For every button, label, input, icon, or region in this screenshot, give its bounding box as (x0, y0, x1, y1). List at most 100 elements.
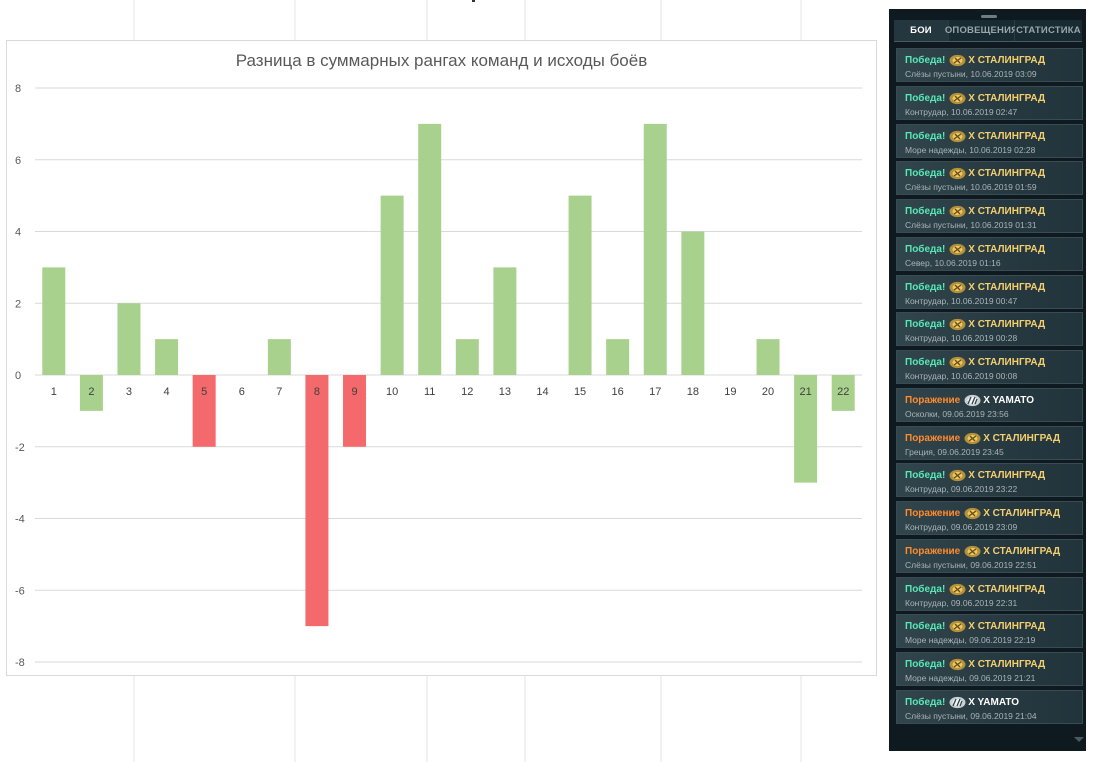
battle-result: Поражение (905, 432, 961, 444)
x-tick-label: 4 (164, 386, 170, 398)
bar (343, 375, 367, 447)
battle-row[interactable]: Поражение X СТАЛИНГРАД Слёзы пустыни, 09.0… (896, 538, 1083, 573)
battle-details: Слёзы пустыни, 10.06.2019 01:59 (905, 182, 1037, 193)
battle-history-panel: БОИ ОПОВЕЩЕНИЯ СТАТИСТИКА Победа! X СТАЛИ… (889, 9, 1086, 751)
ussr-emblem-icon (949, 356, 966, 369)
ship-name: X СТАЛИНГРАД (968, 206, 1046, 217)
x-tick-label: 11 (424, 386, 435, 398)
battle-details: Контрудар, 10.06.2019 00:47 (905, 295, 1018, 306)
chart-area[interactable]: Разница в суммарных рангах команд и исхо… (6, 40, 877, 676)
ussr-emblem-icon (949, 167, 966, 180)
bar (568, 195, 592, 375)
x-tick-label: 6 (239, 386, 245, 398)
battle-row[interactable]: Победа! X СТАЛИНГРАД Контрудар, 09.06.2019… (896, 463, 1083, 498)
ussr-emblem-icon (949, 658, 966, 671)
x-tick-label: 16 (612, 386, 624, 398)
battle-row[interactable]: Победа! X СТАЛИНГРАД Слёзы пустыни, 10.06.… (896, 48, 1083, 82)
ussr-emblem-icon (964, 545, 981, 558)
battle-row[interactable]: Победа! X СТАЛИНГРАД Контрудар, 10.06.2019… (896, 85, 1083, 120)
bar (493, 267, 517, 375)
ship-name: X СТАЛИНГРАД (968, 470, 1046, 482)
battle-row[interactable]: Победа! X СТАЛИНГРАД Слёзы пустыни, 10.06.… (896, 199, 1083, 233)
tab-battles[interactable]: БОИ (894, 20, 949, 41)
battle-row[interactable]: Победа! X СТАЛИНГРАД Море надежды, 09.06.2… (896, 652, 1083, 686)
ship-name: X СТАЛИНГРАД (968, 281, 1046, 293)
ussr-emblem-icon (949, 205, 966, 218)
x-tick-label: 20 (762, 386, 774, 398)
y-tick-label: 4 (15, 227, 21, 239)
battle-result: Победа! (905, 130, 946, 142)
battle-details: Контрудар, 09.06.2019 23:22 (905, 484, 1018, 495)
bar (267, 339, 291, 375)
bar (606, 339, 630, 375)
battle-row[interactable]: Поражение X СТАЛИНГРАД Греция, 09.06.2019 … (896, 425, 1083, 460)
battle-row[interactable]: Победа! X СТАЛИНГРАД Север, 10.06.2019 01:… (896, 236, 1083, 271)
battle-result: Победа! (905, 583, 946, 595)
ship-name: X СТАЛИНГРАД (968, 583, 1046, 595)
battle-row[interactable]: Победа! X СТАЛИНГРАД Слёзы пустыни, 10.06.… (896, 161, 1083, 196)
ussr-emblem-icon (949, 620, 966, 633)
battle-details: Контрудар, 10.06.2019 00:28 (905, 333, 1018, 344)
x-tick-label: 9 (351, 386, 357, 398)
battle-row[interactable]: Победа! X СТАЛИНГРАД Контрудар, 10.06.2019… (896, 350, 1083, 384)
y-tick-label: -8 (15, 657, 25, 669)
battle-row[interactable]: Победа! X YAMATO Слёзы пустыни, 09.06.2019… (896, 689, 1083, 724)
battle-header: Победа! X СТАЛИНГРАД (905, 356, 1045, 369)
battle-header: Победа! X СТАЛИНГРАД (905, 243, 1045, 256)
japan-emblem-icon (949, 696, 966, 709)
battle-header: Поражение X СТАЛИНГРАД (905, 507, 1060, 520)
battle-result: Поражение (905, 394, 961, 406)
battle-header: Победа! X СТАЛИНГРАД (905, 583, 1045, 596)
ship-name: X СТАЛИНГРАД (983, 432, 1061, 444)
japan-emblem-icon (964, 394, 981, 407)
battle-header: Победа! X СТАЛИНГРАД (905, 205, 1045, 218)
panel-drag-handle[interactable] (981, 15, 997, 18)
battle-header: Победа! X СТАЛИНГРАД (905, 130, 1045, 143)
battle-row[interactable]: Победа! X СТАЛИНГРАД Контрудар, 09.06.2019… (896, 576, 1083, 611)
ship-name: X СТАЛИНГРАД (968, 621, 1046, 633)
tab-statistics[interactable]: СТАТИСТИКА (1015, 20, 1082, 41)
battle-row[interactable]: Поражение X СТАЛИНГРАД Контрудар, 09.06.20… (896, 501, 1083, 535)
battle-result: Победа! (905, 696, 946, 708)
battle-row[interactable]: Победа! X СТАЛИНГРАД Контрудар, 10.06.2019… (896, 274, 1083, 309)
tab-notifications[interactable]: ОПОВЕЩЕНИЯ (945, 20, 1018, 41)
y-tick-label: 0 (15, 370, 21, 382)
battle-result: Победа! (905, 55, 946, 66)
battle-row[interactable]: Победа! X СТАЛИНГРАД Контрудар, 10.06.2019… (896, 312, 1083, 347)
ship-name: X СТАЛИНГРАД (968, 357, 1046, 368)
chart-title: Разница в суммарных рангах команд и исхо… (235, 51, 648, 70)
cursor-speck (472, 0, 475, 2)
y-tick-label: -2 (15, 442, 25, 454)
x-tick-label: 10 (386, 386, 398, 398)
battle-result: Победа! (905, 206, 946, 217)
bar (681, 231, 705, 375)
ship-name: X СТАЛИНГРАД (983, 545, 1061, 557)
battle-row[interactable]: Победа! X СТАЛИНГРАД Море надежды, 10.06.2… (896, 123, 1083, 158)
ship-name: X СТАЛИНГРАД (968, 319, 1046, 331)
battle-details: Контрудар, 09.06.2019 22:31 (905, 597, 1018, 608)
ussr-emblem-icon (949, 583, 966, 596)
battle-result: Победа! (905, 659, 946, 670)
ship-name: X СТАЛИНГРАД (968, 130, 1046, 142)
ship-name: X СТАЛИНГРАД (968, 55, 1046, 66)
x-tick-label: 15 (574, 386, 586, 398)
battle-header: Победа! X СТАЛИНГРАД (905, 167, 1045, 180)
battle-list: Победа! X СТАЛИНГРАД Слёзы пустыни, 10.06.… (896, 48, 1083, 728)
ship-name: X СТАЛИНГРАД (968, 92, 1046, 104)
battle-result: Победа! (905, 243, 946, 255)
battle-details: Контрудар, 09.06.2019 23:09 (905, 522, 1018, 532)
y-tick-label: 8 (15, 83, 21, 95)
ship-name: X СТАЛИНГРАД (968, 168, 1046, 180)
x-tick-label: 14 (536, 386, 548, 398)
battle-row[interactable]: Победа! X СТАЛИНГРАД Море надежды, 09.06.2… (896, 614, 1083, 649)
x-tick-label: 12 (461, 386, 473, 398)
scroll-down-icon[interactable] (1074, 737, 1084, 742)
battle-result: Поражение (905, 545, 961, 557)
y-tick-label: -6 (15, 585, 25, 597)
battle-header: Победа! X СТАЛИНГРАД (905, 92, 1045, 105)
battle-details: Слёзы пустыни, 09.06.2019 22:51 (905, 559, 1037, 570)
battle-details: Море надежды, 09.06.2019 21:21 (905, 673, 1036, 683)
battle-details: Север, 10.06.2019 01:16 (905, 257, 1001, 268)
battle-row[interactable]: Поражение X YAMATO Осколки, 09.06.2019 23:… (896, 387, 1083, 422)
